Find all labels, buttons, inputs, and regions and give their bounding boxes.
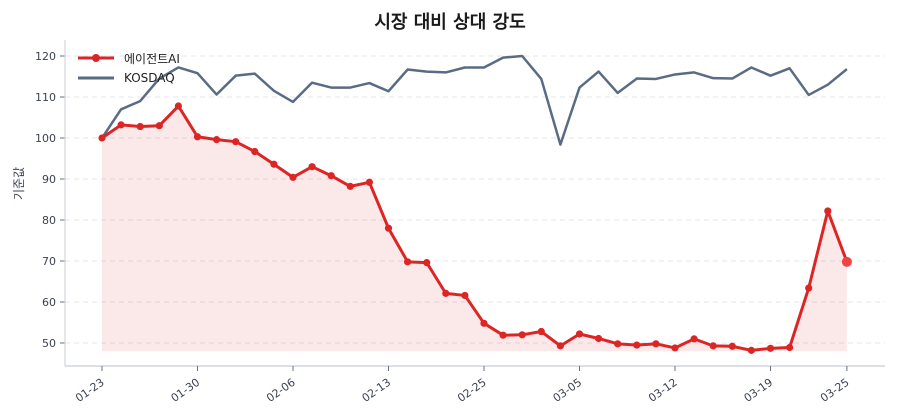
legend-item-agentai: 에이전트AI [76, 48, 180, 68]
data-point-marker [213, 136, 221, 144]
data-point-marker [805, 284, 813, 292]
legend-label: 에이전트AI [124, 51, 180, 66]
x-tick-label: 02-25 [455, 376, 489, 405]
x-tick-label: 01-30 [169, 376, 203, 405]
data-point-marker [671, 344, 679, 352]
legend-label: KOSDAQ [124, 71, 175, 85]
data-point-marker [480, 319, 488, 327]
x-tick-label: 02-06 [264, 376, 298, 405]
data-point-marker [136, 122, 144, 131]
data-point-marker [365, 178, 373, 186]
data-point-marker [766, 344, 775, 352]
agentai-line [101, 104, 849, 352]
legend-item-kosdaq: KOSDAQ [76, 68, 180, 88]
data-point-marker [824, 207, 832, 215]
data-point-marker [537, 327, 545, 336]
data-point-marker [461, 291, 469, 300]
data-point-marker [193, 133, 202, 141]
last-point-marker [841, 256, 852, 267]
y-tick-label: 90 [42, 173, 56, 186]
area-fill [102, 106, 847, 352]
x-tick-label: 03-05 [551, 376, 585, 405]
red-line-marker-icon [78, 54, 114, 62]
x-tick-label: 01-23 [73, 376, 107, 405]
data-point-marker [232, 138, 240, 146]
data-point-marker [786, 343, 794, 352]
data-point-marker [728, 342, 736, 350]
x-tick-label: 03-19 [742, 376, 776, 405]
data-point-marker [614, 340, 622, 348]
data-point-marker [155, 122, 163, 130]
data-point-marker [652, 340, 660, 348]
y-tick-label: 110 [35, 91, 56, 104]
x-tick-label: 02-13 [360, 376, 394, 405]
y-tick-label: 50 [42, 337, 56, 350]
data-point-marker [404, 258, 412, 266]
data-point-marker [289, 173, 297, 181]
data-point-marker [633, 341, 641, 349]
data-point-marker [499, 331, 507, 339]
data-point-marker [117, 121, 125, 129]
data-point-marker [384, 224, 393, 232]
data-point-marker [174, 102, 182, 110]
y-tick-label: 120 [35, 50, 56, 63]
data-point-marker [595, 334, 603, 343]
y-tick-label: 80 [42, 214, 56, 227]
data-point-marker [98, 134, 106, 142]
data-point-marker [556, 342, 565, 350]
data-point-marker [518, 331, 526, 339]
data-point-marker [709, 342, 717, 350]
slate-line-icon [78, 76, 114, 80]
y-axis-label: 기준값 [12, 166, 26, 200]
kosdaq-line [100, 54, 848, 146]
y-tick-label: 60 [42, 296, 56, 309]
x-tick-label: 03-12 [646, 376, 680, 405]
data-point-marker [308, 163, 316, 171]
data-point-marker [747, 346, 756, 354]
data-point-marker [251, 147, 259, 156]
chart-title: 시장 대비 상대 강도 [374, 12, 526, 33]
data-point-marker [346, 182, 354, 190]
data-point-marker [690, 335, 698, 343]
data-point-marker [442, 289, 450, 297]
data-point-marker [327, 172, 335, 180]
legend: 에이전트AI KOSDAQ [76, 48, 180, 88]
data-point-marker [270, 160, 278, 168]
y-tick-label: 70 [42, 255, 56, 268]
data-point-marker [575, 330, 584, 338]
x-tick-label: 03-25 [818, 376, 852, 405]
data-point-marker [423, 259, 431, 267]
y-tick-label: 100 [35, 132, 56, 145]
